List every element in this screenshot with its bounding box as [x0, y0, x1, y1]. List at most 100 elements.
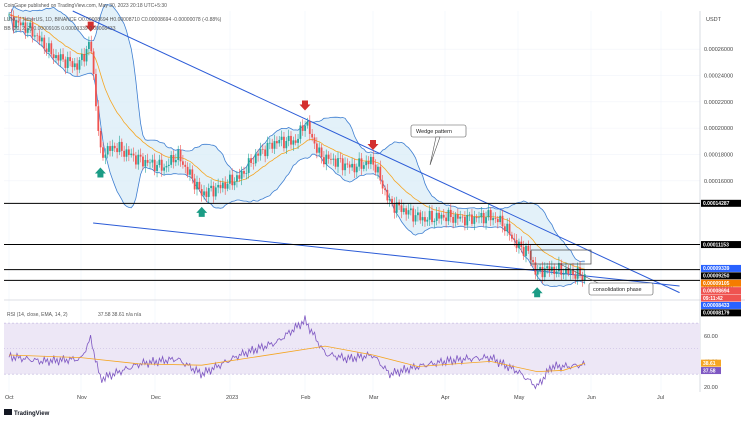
candle-body [24, 22, 27, 33]
price-tag [701, 272, 741, 280]
candle-body [461, 216, 464, 218]
green-arrow-icon [94, 167, 106, 178]
candle-body [536, 271, 539, 275]
candle-body [478, 217, 480, 219]
rsi-y-tick-label: 60.00 [704, 334, 718, 340]
candle-body [191, 169, 194, 179]
candle-body [534, 262, 537, 275]
candle-body [73, 63, 76, 68]
candle-body [139, 154, 142, 157]
x-tick-label: 2023 [226, 395, 238, 401]
candle-body [151, 159, 154, 163]
bb-line: BB (20, 2, 2) 0.00009105 0.00009339 0.00… [4, 26, 116, 32]
red-arrow-icon [85, 21, 97, 32]
candle-body [221, 182, 224, 189]
candle-body [135, 155, 137, 165]
price-tag [701, 287, 741, 295]
candle-body [177, 149, 180, 160]
candle-body [8, 14, 10, 16]
x-tick-label: Feb [301, 395, 310, 401]
candle-body [127, 149, 130, 156]
candle-body [22, 22, 24, 26]
candle-body [120, 141, 123, 151]
candle-body [480, 212, 483, 218]
candle-body [132, 153, 135, 156]
candle-body [339, 158, 342, 159]
candle-body [182, 161, 184, 165]
x-tick-label: Oct [5, 395, 14, 401]
candle-body [306, 121, 309, 126]
candle-body [184, 164, 187, 167]
candle-body [360, 158, 363, 169]
candle-body [229, 174, 231, 184]
rsi-tag-text: 37.58 [703, 368, 716, 374]
candle-body [280, 136, 283, 140]
candle-body [558, 262, 560, 272]
candle-body [402, 208, 405, 212]
candle-body [421, 217, 424, 221]
candle-body [449, 209, 452, 217]
candle-body [440, 214, 443, 219]
candle-body [167, 164, 170, 166]
candle-body [553, 266, 556, 275]
candle-body [320, 147, 323, 158]
candle-body [66, 57, 69, 68]
candle-body [102, 147, 104, 158]
candle-body [156, 165, 158, 171]
consolidation-callout-box [588, 282, 654, 296]
candle-body [226, 183, 229, 189]
candle-body [311, 133, 314, 138]
candle-body [261, 149, 264, 150]
price-tag-text: 0.00009105 [703, 281, 730, 287]
candle-body [59, 54, 62, 61]
candle-body [381, 180, 384, 189]
candle-body [464, 216, 466, 226]
candle-body [372, 156, 375, 165]
x-tick-label: Jun [587, 395, 596, 401]
candle-body [560, 262, 563, 275]
candle-body [200, 189, 203, 196]
rsi-tag [701, 367, 721, 375]
x-tick-label: Dec [151, 395, 161, 401]
candle-body [174, 159, 177, 163]
price-tag-text: 0.00008433 [703, 303, 730, 309]
candle-body [236, 175, 238, 182]
candle-body [259, 149, 262, 156]
candle-body [285, 140, 288, 149]
y-tick-label: 0.00024000 [704, 73, 733, 79]
candle-body [346, 163, 349, 165]
candle-body [99, 130, 102, 148]
price-tag-text: 0.00014287 [703, 201, 730, 207]
candle-body [62, 54, 64, 60]
candle-body [210, 185, 212, 189]
wedge-pattern-label: Wedge pattern [416, 129, 452, 135]
candle-body [83, 53, 86, 62]
candle-body [80, 53, 83, 61]
candle-body [247, 158, 250, 174]
candle-body [33, 35, 36, 37]
candle-body [379, 166, 382, 181]
candle-body [395, 202, 398, 213]
consolidation-box [530, 249, 592, 265]
candle-body [391, 198, 393, 204]
candle-body [431, 210, 433, 223]
price-tag [701, 294, 741, 302]
candle-body [337, 158, 339, 167]
resistance-trendline [72, 10, 680, 294]
candle-body [106, 146, 109, 155]
candle-body [438, 212, 440, 219]
candle-body [419, 212, 422, 221]
candle-body [377, 166, 379, 173]
candle-body [273, 141, 276, 149]
red-arrow-icon [367, 140, 379, 151]
candle-body [567, 268, 570, 274]
candle-body [196, 181, 198, 190]
candle-body [57, 55, 60, 61]
candle-body [257, 153, 259, 156]
candle-body [407, 210, 410, 215]
candle-body [353, 163, 356, 173]
currency-label: USDT [706, 17, 722, 23]
candle-body [125, 149, 128, 157]
candle-body [482, 212, 485, 224]
